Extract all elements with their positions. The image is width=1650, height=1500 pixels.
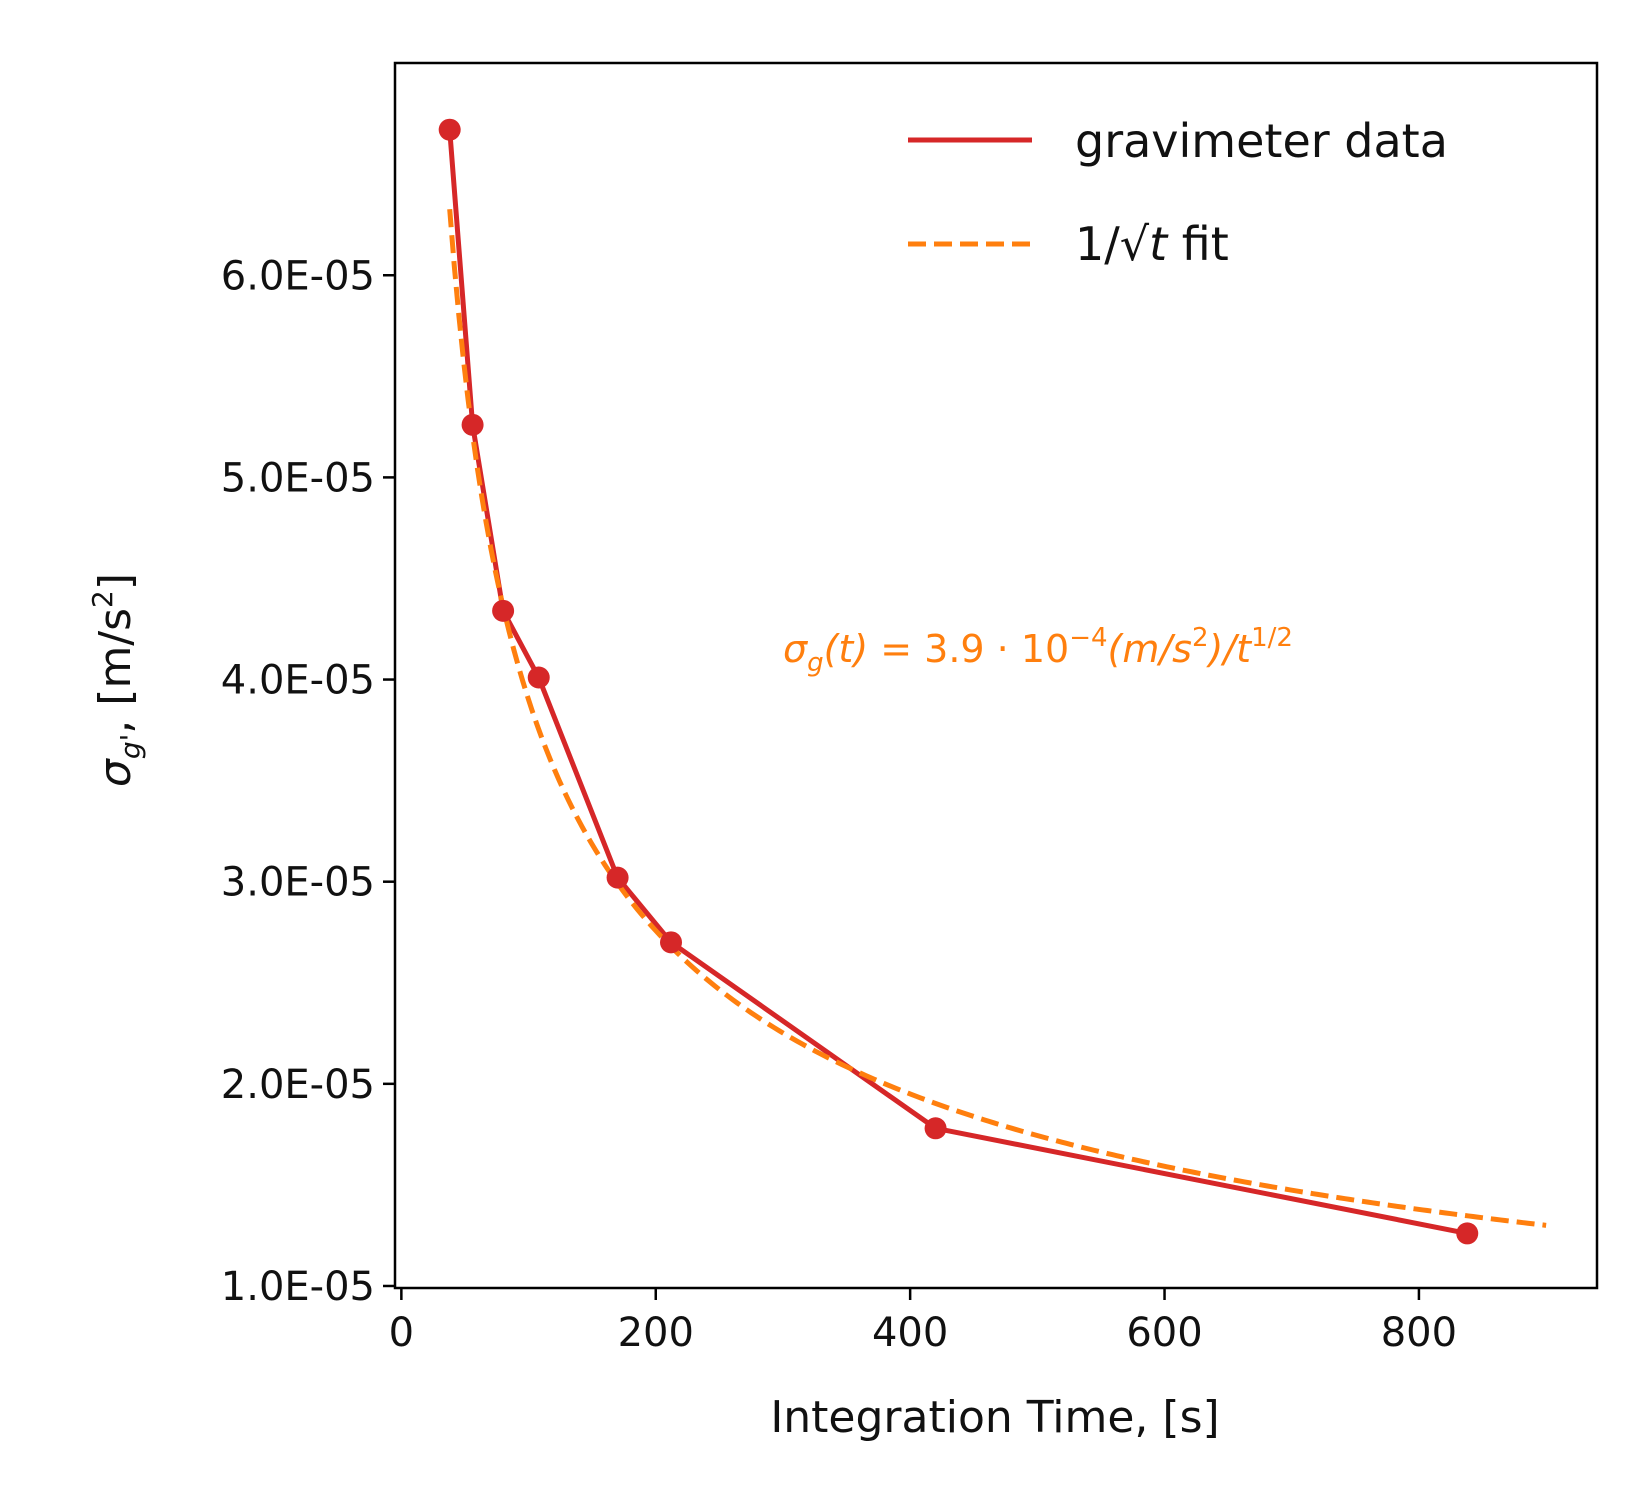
x-tick-label: 0 (389, 1310, 414, 1356)
ylabel-units: , [m/s (90, 608, 141, 734)
y-axis-ticks: 1.0E-05 2.0E-05 3.0E-05 4.0E-05 5.0E-05 6.0E-… (221, 253, 395, 1310)
y-tick-label: 5.0E-05 (221, 455, 375, 501)
ylabel-sigma: σ (90, 758, 141, 787)
x-tick-label: 800 (1381, 1310, 1457, 1356)
y-tick-label: 4.0E-05 (221, 658, 375, 704)
plot-frame (393, 61, 1599, 1290)
legend: gravimeter data 1/√t fit (908, 114, 1448, 271)
y-tick-label: 6.0E-05 (221, 253, 375, 299)
data-point (527, 666, 550, 689)
legend-label-fit: 1/√t fit (1075, 217, 1229, 271)
data-point (660, 931, 683, 954)
x-axis-title: Integration Time, [s] (770, 1392, 1219, 1443)
data-point (1456, 1222, 1479, 1245)
y-axis-title: σg', [m/s2] (86, 573, 147, 787)
data-point (438, 118, 461, 141)
x-tick-label: 400 (872, 1310, 948, 1356)
series-layer (438, 118, 1547, 1245)
data-point (924, 1117, 947, 1140)
ylabel-square: 2 (86, 590, 119, 608)
x-tick-label: 600 (1126, 1310, 1202, 1356)
svg-text:σg', [m/s2]: σg', [m/s2] (86, 573, 147, 787)
y-tick-label: 1.0E-05 (221, 1264, 375, 1310)
y-tick-label: 3.0E-05 (221, 860, 375, 906)
data-point (492, 599, 515, 622)
legend-label-gravimeter: gravimeter data (1075, 114, 1448, 168)
ylabel-subscript: g' (114, 734, 147, 759)
series-fit-curve (447, 209, 1547, 1228)
ylabel-close: ] (90, 573, 141, 590)
x-tick-label: 200 (618, 1310, 694, 1356)
fit-equation-annotation: σg(t) = 3.9 · 10−4(m/s2)/t1/2 (783, 623, 1293, 678)
data-point (606, 866, 629, 889)
data-point (461, 413, 484, 436)
y-tick-label: 2.0E-05 (221, 1062, 375, 1108)
series-gravimeter-line (447, 129, 1468, 1236)
x-axis-ticks: 0 200 400 600 800 (389, 1288, 1457, 1356)
